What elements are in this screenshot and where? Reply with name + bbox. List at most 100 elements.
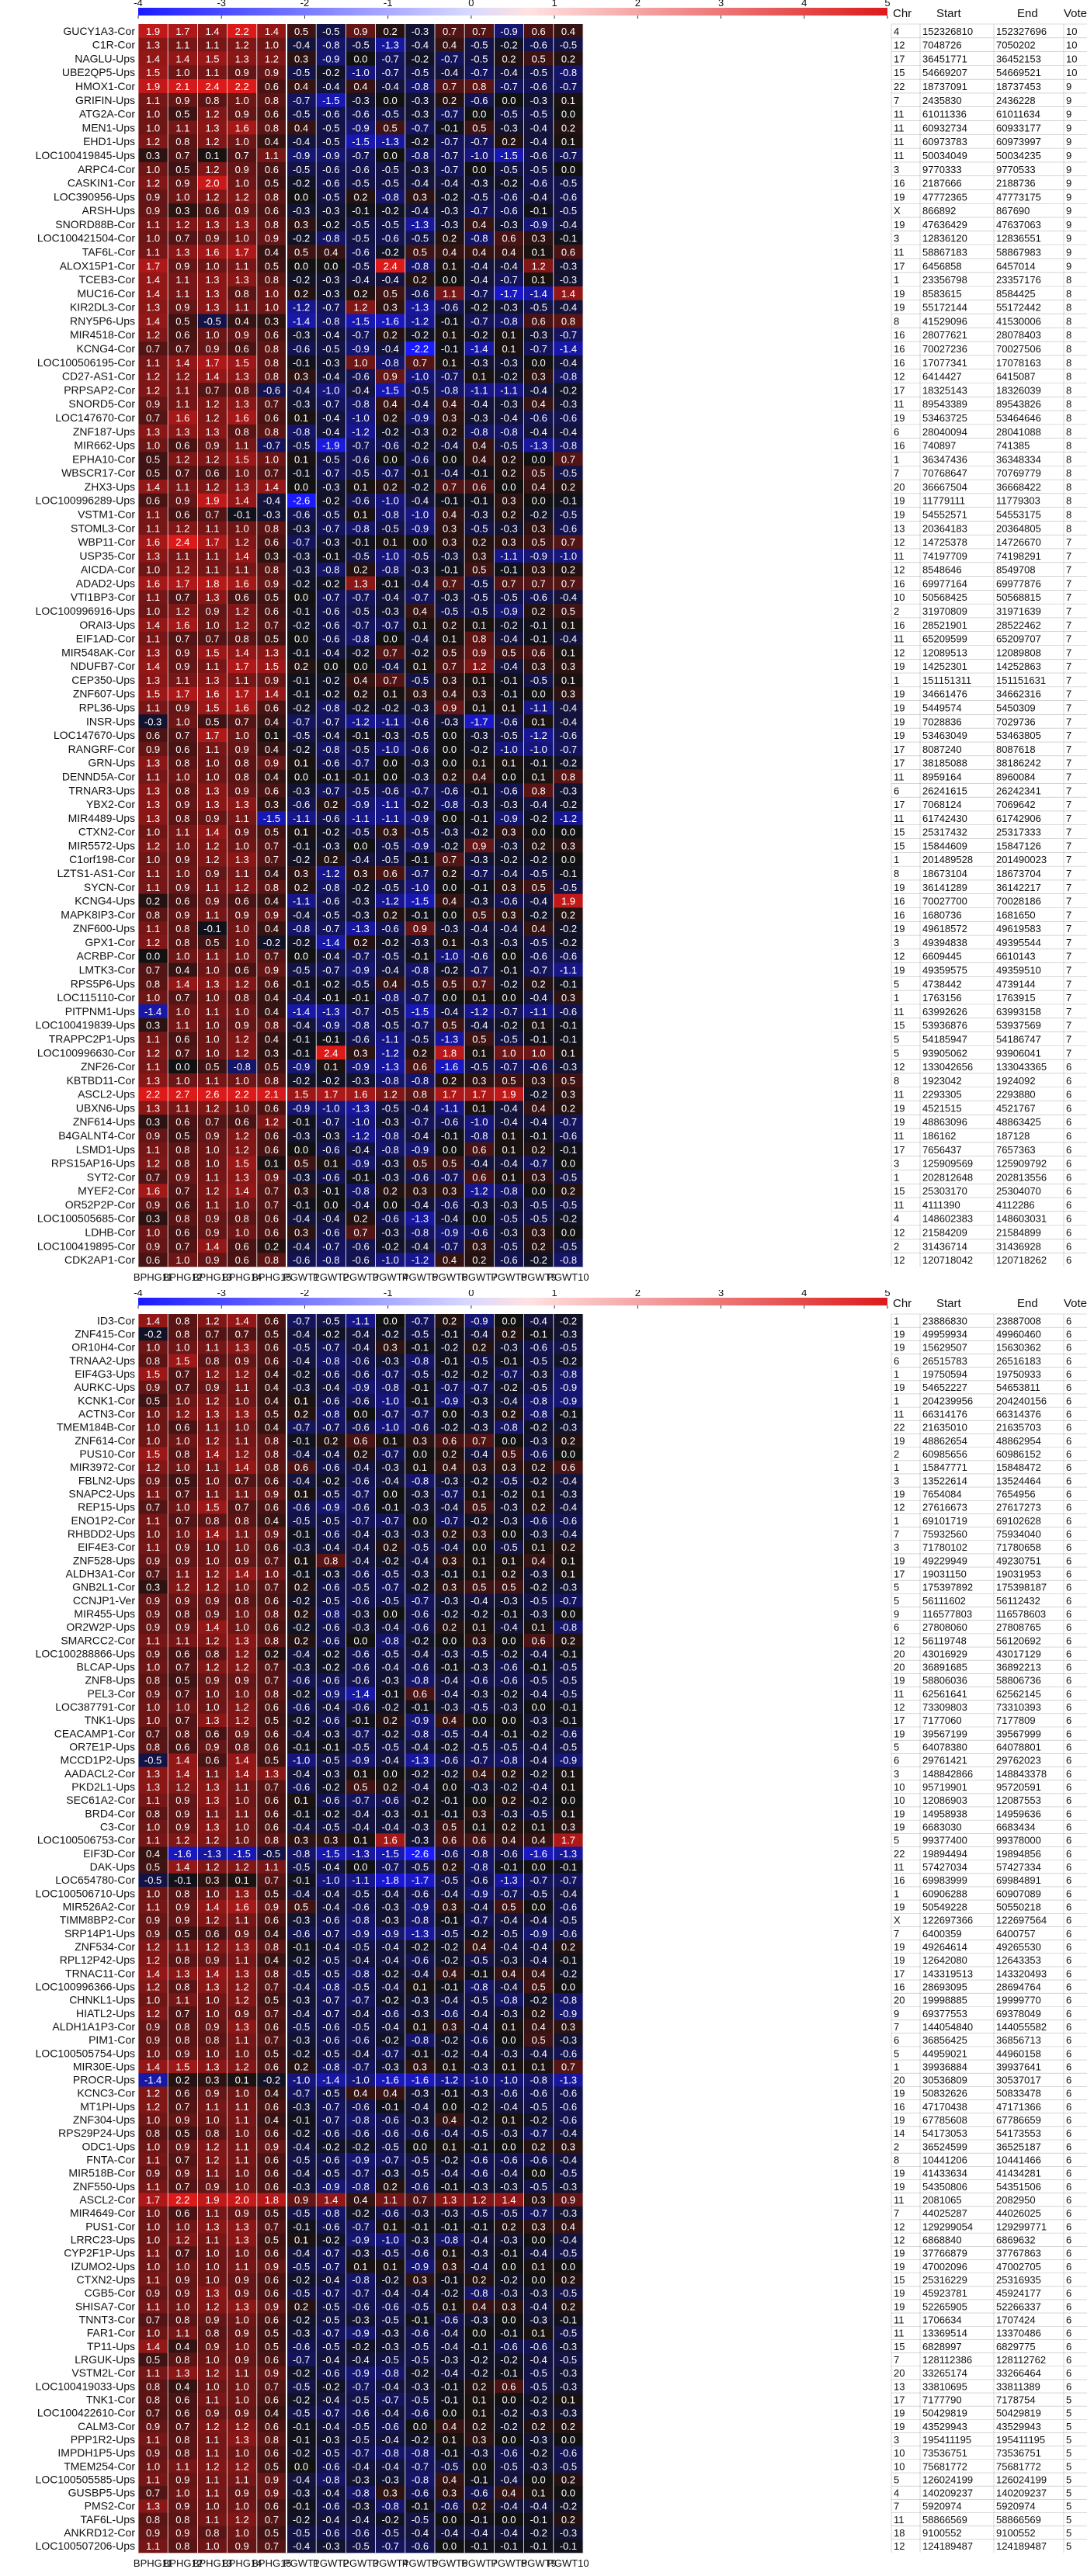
cell-value-label: -0.3 (322, 205, 339, 217)
heatmap-cell (523, 161, 554, 176)
cell-value-label: 1.1 (146, 591, 160, 603)
cell-value-label: -0.3 (500, 1342, 517, 1354)
annotation-cell: 21584899 (996, 1227, 1041, 1239)
cell-value-label: -0.5 (471, 591, 488, 603)
heatmap-cell (256, 217, 287, 232)
color-scale-tick-label: -2 (300, 0, 310, 9)
cell-value-label: -0.6 (322, 1621, 339, 1633)
cell-value-label: -0.7 (471, 1382, 488, 1393)
cell-value-label: -0.6 (322, 1915, 339, 1926)
cell-value-label: -0.4 (381, 1981, 398, 1992)
cell-value-label: 0.9 (175, 1794, 189, 1806)
cell-value-label: -0.8 (381, 1382, 398, 1393)
cell-value-label: 0.1 (502, 1130, 516, 1142)
heatmap-cell (435, 161, 465, 176)
annotation-cell: 866892 (922, 205, 956, 217)
cell-value-label: 1.4 (235, 495, 249, 507)
cell-value-label: -0.5 (203, 315, 221, 327)
annotation-cell: 54552571 (922, 508, 967, 520)
cell-value-label: 0.9 (265, 1901, 279, 1912)
cell-value-label: -0.3 (500, 1808, 517, 1819)
cell-value-label: -0.9 (352, 122, 369, 133)
cell-value-label: -0.2 (293, 1621, 310, 1633)
cell-value-label: 0.9 (175, 1621, 189, 1633)
heatmap-cell (197, 314, 227, 328)
heatmap-cell (168, 37, 198, 52)
annotation-cell: 74197709 (922, 550, 967, 562)
annotation-cell: X (894, 205, 901, 217)
cell-value-label: 0.3 (472, 1461, 486, 1473)
cell-value-label: 0.9 (146, 398, 160, 410)
annotation-cell: 7 (1066, 992, 1071, 1004)
cell-value-label: 0.8 (265, 1941, 279, 1953)
heatmap-cell (138, 272, 168, 287)
cell-value-label: -0.5 (381, 1568, 398, 1579)
cell-value-label: -0.7 (530, 1874, 547, 1886)
cell-value-label: -0.4 (441, 1541, 458, 1553)
row-label: PRPSAP2-Cor (64, 383, 135, 396)
cell-value-label: -0.4 (441, 67, 458, 78)
cell-value-label: 1.2 (205, 453, 219, 465)
cell-value-label: 1.1 (205, 1461, 219, 1473)
cell-value-label: -0.3 (381, 1528, 398, 1540)
annotation-cell: 65209599 (922, 633, 967, 645)
cell-value-label: -0.3 (322, 1768, 339, 1780)
row-label: KIR2DL3-Cor (70, 301, 135, 314)
heatmap-cell (375, 314, 406, 328)
annotation-cell: 8 (1066, 440, 1071, 452)
cell-value-label: 0.3 (502, 909, 516, 920)
heatmap-cell (464, 383, 495, 397)
cell-value-label: -0.4 (560, 302, 577, 314)
cell-value-label: 0.3 (146, 1213, 160, 1225)
cell-value-label: 0.6 (561, 1461, 575, 1473)
cell-value-label: -0.3 (293, 785, 310, 796)
cell-value-label: 0.4 (472, 453, 486, 465)
cell-value-label: 1.2 (175, 1409, 189, 1420)
annotation-cell: 49618572 (922, 923, 967, 934)
cell-value-label: -0.2 (322, 1781, 339, 1793)
cell-value-label: 0.5 (384, 288, 398, 300)
cell-value-label: 0.1 (472, 1047, 486, 1059)
cell-value-label: -0.2 (293, 937, 310, 948)
cell-value-label: -0.7 (471, 205, 488, 217)
cell-value-label: 0.9 (265, 1171, 279, 1183)
cell-value-label: -0.5 (293, 1515, 310, 1527)
cell-value-label: -0.5 (471, 191, 488, 203)
heatmap-panel-bottom: -4-3-2-1012345ChrStartEndVotes1.40.81.21… (0, 1290, 1087, 2576)
cell-value-label: 0.5 (472, 1582, 486, 1593)
row-label: UBE2QP5-Ups (62, 66, 135, 78)
annotation-cell: 8 (1066, 453, 1071, 465)
cell-value-label: 1.2 (205, 481, 219, 493)
cell-value-label: -0.2 (352, 702, 369, 714)
cell-value-label: -0.6 (560, 1006, 577, 1018)
cell-value-label: -0.4 (500, 67, 517, 78)
cell-value-label: 1.2 (235, 619, 249, 631)
annotation-cell: 28521901 (922, 619, 967, 631)
heatmap-cell (494, 244, 524, 259)
cell-value-label: -0.2 (322, 688, 339, 700)
cell-value-label: 0.6 (146, 1254, 160, 1266)
heatmap-cell (227, 92, 258, 108)
cell-value-label: -1.1 (293, 896, 310, 907)
cell-value-label: 1.1 (146, 1794, 160, 1806)
cell-value-label: -0.3 (412, 702, 429, 714)
annotation-cell: 2 (894, 605, 899, 617)
cell-value-label: -1.6 (174, 1848, 191, 1860)
cell-value-label: -0.2 (441, 1422, 458, 1434)
cell-value-label: -0.6 (441, 1199, 458, 1211)
cell-value-label: 1.0 (175, 771, 189, 782)
cell-value-label: -0.9 (441, 1227, 458, 1239)
cell-value-label: -0.6 (352, 1648, 369, 1659)
heatmap-cell (227, 328, 258, 342)
cell-value-label: -0.7 (471, 288, 488, 300)
cell-value-label: -0.1 (471, 785, 488, 796)
cell-value-label: -0.5 (381, 109, 398, 120)
cell-value-label: -0.1 (412, 1808, 429, 1819)
cell-value-label: 0.5 (502, 1901, 516, 1912)
annotation-cell: 11 (894, 150, 905, 161)
cell-value-label: -0.3 (412, 758, 429, 769)
cell-value-label: 0.7 (443, 854, 457, 865)
cell-value-label: 1.2 (235, 1448, 249, 1460)
cell-value-label: -0.8 (352, 1185, 369, 1197)
cell-value-label: 1.3 (235, 1888, 249, 1899)
